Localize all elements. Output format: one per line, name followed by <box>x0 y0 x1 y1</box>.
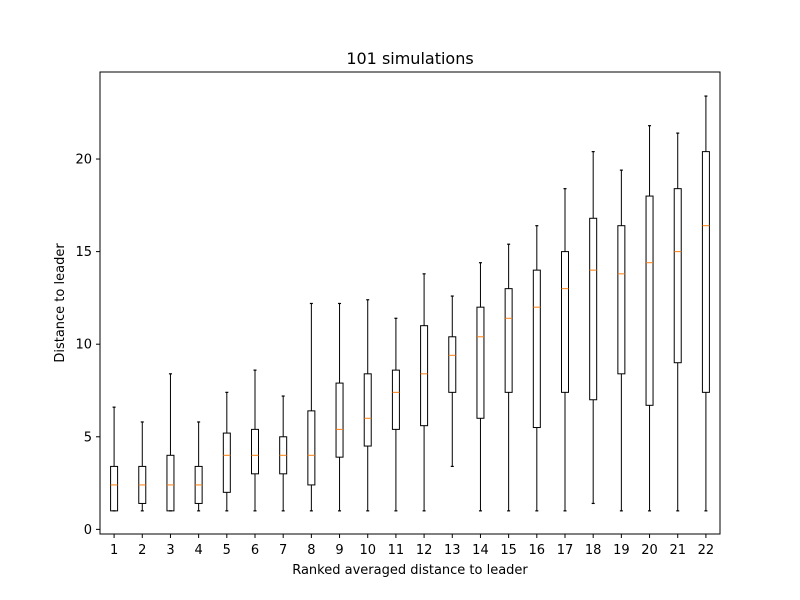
x-tick-label: 11 <box>388 543 405 558</box>
box-11 <box>391 317 400 512</box>
x-tick-label: 7 <box>279 543 287 558</box>
x-tick-label: 14 <box>472 543 489 558</box>
y-tick-label: 0 <box>84 523 92 538</box>
box-body <box>504 288 513 393</box>
box-14 <box>476 262 485 512</box>
box-body <box>251 428 259 475</box>
x-tick-label: 6 <box>251 543 259 558</box>
box-body <box>701 151 710 393</box>
box-13 <box>448 295 457 468</box>
box-21 <box>673 132 682 512</box>
x-tick-label: 21 <box>669 543 686 558</box>
y-tick-label: 15 <box>75 245 92 260</box>
box-body <box>476 306 485 419</box>
box-5 <box>222 391 231 512</box>
x-tick-label: 15 <box>500 543 517 558</box>
box-3 <box>166 373 175 512</box>
x-tick-label: 3 <box>166 543 174 558</box>
x-tick-label: 22 <box>698 543 715 558</box>
box-body <box>645 195 654 406</box>
box-8 <box>307 302 316 512</box>
box-1 <box>110 406 119 512</box>
x-axis-label: Ranked averaged distance to leader <box>292 563 528 578</box>
x-tick-label: 17 <box>557 543 574 558</box>
x-tick-label: 1 <box>110 543 118 558</box>
y-axis: 0 5 10 15 20 <box>75 153 100 538</box>
box-body <box>363 373 372 447</box>
box-20 <box>645 125 654 512</box>
box-body <box>391 369 400 430</box>
box-body <box>222 432 231 493</box>
box-9 <box>335 302 344 512</box>
box-2 <box>138 421 147 512</box>
x-tick-label: 20 <box>641 543 658 558</box>
x-axis: 1 2 3 4 5 6 7 8 9 10 11 12 13 14 15 16 17 18 19 20 21 22 <box>110 534 714 558</box>
box-body <box>110 465 119 512</box>
box-22 <box>701 95 710 512</box>
box-6 <box>251 369 259 512</box>
box-7 <box>279 395 288 512</box>
box-18 <box>589 151 598 505</box>
box-12 <box>420 273 429 512</box>
x-tick-label: 9 <box>335 543 343 558</box>
box-body <box>448 336 457 393</box>
box-body <box>307 410 316 486</box>
y-tick-label: 10 <box>75 338 92 353</box>
x-tick-label: 19 <box>613 543 630 558</box>
x-tick-label: 16 <box>529 543 546 558</box>
plot-area <box>110 95 710 512</box>
x-tick-label: 13 <box>444 543 461 558</box>
axes-frame <box>99 71 721 535</box>
box-16 <box>532 225 541 512</box>
box-body <box>617 225 626 375</box>
x-tick-label: 2 <box>138 543 146 558</box>
box-4 <box>194 421 203 512</box>
x-tick-label: 12 <box>416 543 433 558</box>
box-body <box>561 251 569 393</box>
x-tick-label: 8 <box>307 543 315 558</box>
box-body <box>335 382 344 458</box>
box-15 <box>504 243 513 512</box>
y-tick-label: 5 <box>84 430 92 445</box>
box-10 <box>363 299 372 512</box>
box-19 <box>617 169 626 512</box>
x-tick-label: 10 <box>359 543 376 558</box>
box-body <box>166 454 175 512</box>
x-tick-label: 18 <box>585 543 602 558</box>
x-tick-label: 4 <box>194 543 202 558</box>
box-body <box>673 188 682 364</box>
y-tick-label: 20 <box>75 153 92 168</box>
box-body <box>589 217 598 401</box>
x-tick-label: 5 <box>223 543 231 558</box>
box-17 <box>561 188 569 512</box>
chart-title: 101 simulations <box>346 49 473 68</box>
box-body <box>420 325 429 427</box>
box-body <box>532 269 541 429</box>
y-axis-label: Distance to leader <box>53 243 68 363</box>
